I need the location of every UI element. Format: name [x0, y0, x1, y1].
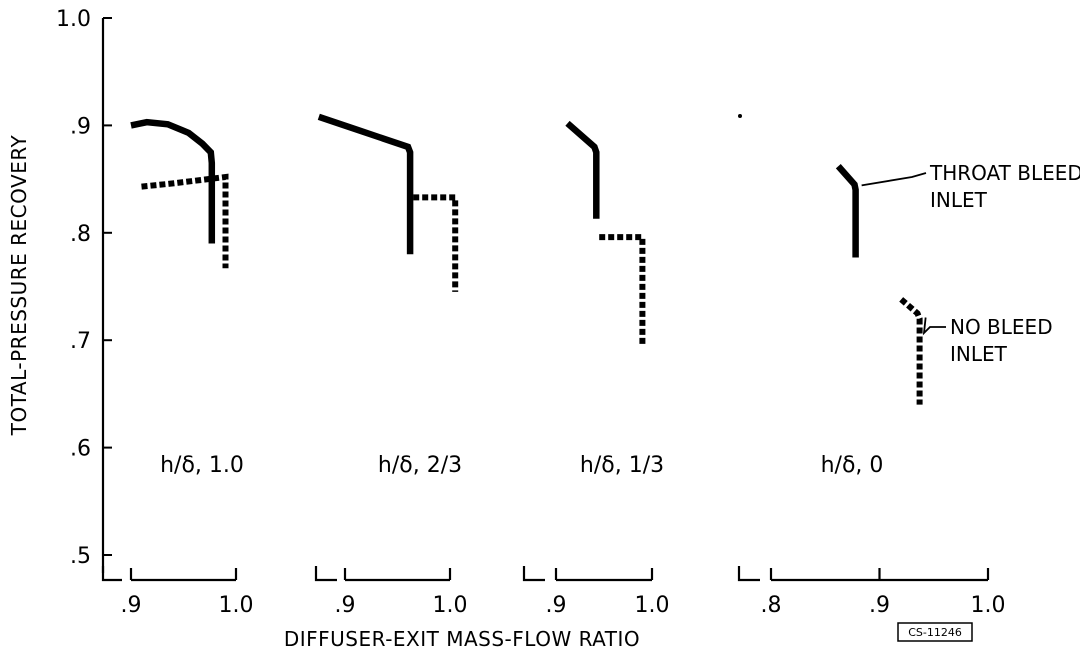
x-tick-label: .9: [869, 593, 890, 618]
annotation-text: INLET: [930, 188, 988, 212]
y-tick-label: .6: [70, 437, 91, 462]
x-axis-break: [522, 566, 545, 582]
x-tick-label: 1.0: [433, 593, 468, 618]
x-tick-label: .9: [546, 593, 567, 618]
x-axis-break: [314, 566, 337, 582]
x-tick-label: .9: [335, 593, 356, 618]
y-tick-label: .8: [70, 222, 91, 247]
panel-label: h/δ, 0: [821, 453, 884, 478]
solid-series-line: [565, 120, 600, 219]
x-tick-label: .8: [761, 593, 782, 618]
dashed-series-line: [599, 234, 646, 345]
panel-label: h/δ, 1.0: [160, 453, 244, 478]
solid-series-line: [317, 113, 414, 255]
panel-label: h/δ, 2/3: [378, 453, 462, 478]
dashed-series-line: [899, 297, 923, 405]
chart-axes: [101, 17, 990, 582]
y-axis-title: TOTAL-PRESSURE RECOVERY: [7, 135, 31, 437]
stamp-box: [897, 622, 973, 642]
x-tick-label: 1.0: [971, 593, 1006, 618]
stray-dot: [738, 114, 742, 118]
x-tick-label: 1.0: [219, 593, 254, 618]
chart-series: [130, 113, 923, 405]
x-tick-label: 1.0: [635, 593, 670, 618]
annotation-leader: [922, 317, 946, 336]
x-axis-break: [737, 566, 760, 582]
chart-labels: TOTAL-PRESSURE RECOVERY DIFFUSER-EXIT MA…: [7, 7, 1080, 651]
annotation-text: THROAT BLEED: [929, 161, 1080, 185]
x-axis-title: DIFFUSER-EXIT MASS-FLOW RATIO: [284, 627, 640, 651]
stamp-text: CS-11246: [908, 626, 962, 639]
annotation-text: NO BLEED: [950, 315, 1053, 339]
x-tick-label: .9: [121, 593, 142, 618]
y-tick-label: .7: [70, 329, 91, 354]
solid-series-line: [835, 164, 859, 258]
y-tick-label: .9: [70, 114, 91, 139]
y-tick-label: 1.0: [56, 7, 91, 32]
annotation-leader: [861, 172, 927, 187]
x-axis-break: [101, 566, 122, 582]
y-tick-label: .5: [70, 544, 91, 569]
dashed-series-line: [413, 194, 459, 292]
dashed-series-line: [141, 173, 229, 269]
panel-label: h/δ, 1/3: [580, 453, 664, 478]
annotation-text: INLET: [950, 342, 1008, 366]
solid-series-line: [130, 118, 216, 244]
stamp: CS-11246: [897, 622, 973, 642]
